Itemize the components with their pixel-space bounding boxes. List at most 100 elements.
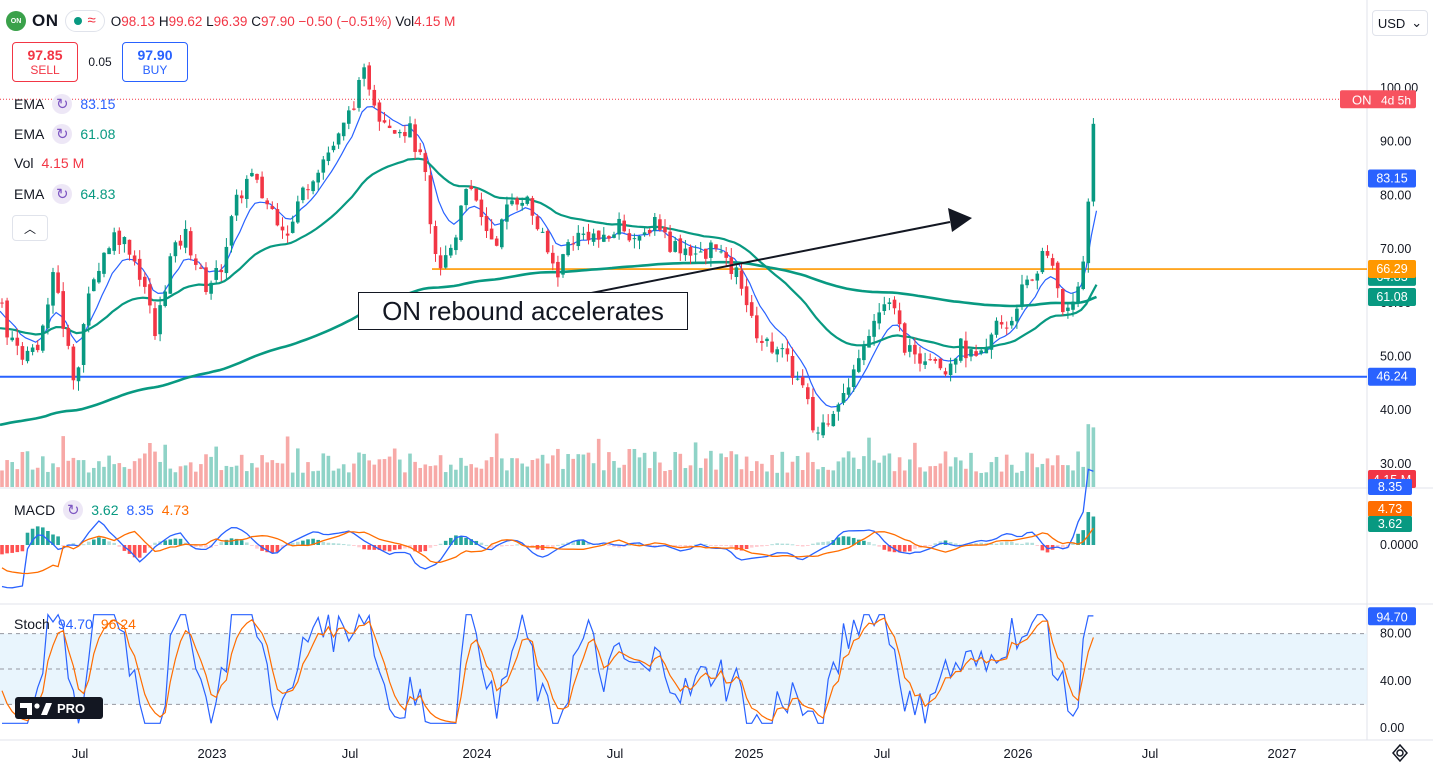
volume-bar (489, 457, 494, 487)
macd-histogram-bar (311, 538, 315, 545)
macd-histogram-bar (92, 539, 96, 545)
buy-button[interactable]: 97.90 BUY (122, 42, 188, 82)
time-tick-label: Jul (72, 746, 89, 761)
price-tick-label: 50.00 (1380, 350, 1411, 364)
macd-histogram-bar (800, 545, 805, 547)
currency-select[interactable]: USD ⌄ (1372, 10, 1428, 36)
macd-histogram-bar (612, 545, 616, 547)
candle-body (362, 67, 366, 79)
macd-histogram-bar (326, 542, 331, 545)
macd-histogram-bar (117, 545, 122, 547)
candle-body (765, 338, 769, 342)
volume-bar (953, 457, 958, 487)
macd-histogram-bar (1091, 516, 1096, 545)
volume-bar (1015, 472, 1019, 487)
volume-bar (46, 471, 50, 487)
candle-body (66, 327, 71, 346)
macd-histogram-bar (872, 544, 876, 546)
macd-zero-tick: 0.0000 (1380, 538, 1418, 552)
macd-legend[interactable]: MACD ↻ 3.62 8.35 4.73 (14, 500, 189, 520)
volume-bar (770, 454, 774, 487)
time-tick-label: Jul (342, 746, 359, 761)
candle-body (484, 216, 489, 232)
macd-histogram-bar (372, 545, 377, 550)
annotation-arrowhead (948, 208, 972, 232)
price-tick-label: 30.00 (1380, 457, 1411, 471)
macd-histogram-bar (321, 541, 326, 545)
volume-bar (153, 451, 157, 487)
candle-body (1040, 250, 1045, 273)
macd-histogram-bar (234, 538, 239, 545)
tradingview-logo[interactable]: PRO (15, 697, 103, 719)
candle-body (505, 204, 509, 222)
macd-histogram-bar (1004, 541, 1009, 545)
time-tick-label: Jul (874, 746, 891, 761)
candle-body (408, 123, 412, 138)
candle-body (540, 231, 545, 233)
candle-body (999, 322, 1004, 325)
candle-body (800, 376, 805, 386)
candle-body (41, 325, 45, 351)
macd-histogram-bar (617, 545, 621, 548)
volume-bar (892, 471, 897, 487)
candle-body (953, 358, 958, 365)
indicator-ema-3[interactable]: EMA ↻ 64.83 (14, 184, 115, 204)
symbol-name[interactable]: ON (32, 11, 59, 30)
candle-body (260, 176, 264, 199)
macd-histogram-bar (143, 545, 147, 553)
macd-histogram-bar (336, 543, 341, 545)
volume-bar (800, 470, 805, 487)
macd-histogram-bar (576, 540, 581, 545)
stoch-legend[interactable]: Stoch 94.70 96.24 (14, 616, 136, 632)
volume-bar (887, 453, 892, 487)
market-status[interactable]: ≈ (64, 10, 105, 32)
candle-body (775, 349, 779, 355)
volume-bar (1045, 458, 1050, 487)
candle-body (71, 346, 76, 381)
macd-histogram-bar (770, 544, 774, 546)
volume-bar (362, 453, 366, 487)
candle-body (556, 261, 560, 278)
macd-histogram-bar (500, 545, 504, 547)
time-tick-label: 2027 (1268, 746, 1297, 761)
candle-body (183, 228, 188, 248)
candle-body (785, 348, 790, 355)
volume-bar (653, 451, 657, 487)
indicator-ema-2[interactable]: EMA ↻ 61.08 (14, 124, 115, 144)
indicator-ema-1[interactable]: EMA ↻ 83.15 (14, 94, 115, 114)
macd-histogram-bar (811, 543, 815, 545)
candle-body (35, 344, 40, 351)
volume-bar (433, 465, 438, 487)
macd-histogram-bar (816, 542, 820, 545)
candle-body (622, 220, 626, 232)
macd-histogram-bar (275, 545, 280, 552)
candle-body (576, 232, 581, 247)
chart-annotation[interactable]: ON rebound accelerates (358, 292, 688, 330)
candle-body (331, 145, 336, 151)
candle-body (724, 252, 728, 258)
macd-line (1, 468, 1094, 589)
volume-bar (877, 462, 881, 487)
macd-histogram-bar (469, 539, 473, 545)
macd-histogram-bar (979, 542, 983, 545)
volume-bar (668, 469, 672, 487)
macd-histogram-bar (821, 541, 825, 545)
candle-body (0, 302, 4, 304)
candle-body (163, 291, 167, 306)
candle-body (571, 243, 575, 245)
candle-body (596, 230, 601, 240)
macd-histogram-bar (607, 545, 611, 546)
indicator-volume[interactable]: Vol 4.15 M (14, 155, 84, 171)
time-tick-label: 2023 (198, 746, 227, 761)
volume-bar (127, 468, 132, 487)
candle-body (290, 221, 295, 233)
volume-bar (438, 455, 443, 487)
settings-icon[interactable] (1390, 743, 1410, 763)
sell-button[interactable]: 97.85 SELL (12, 42, 78, 82)
price-label (1368, 288, 1416, 307)
candle-body (984, 347, 989, 354)
collapse-legend-button[interactable]: ︿ (12, 215, 48, 241)
volume-bar (637, 457, 642, 487)
volume-bar (474, 467, 479, 487)
